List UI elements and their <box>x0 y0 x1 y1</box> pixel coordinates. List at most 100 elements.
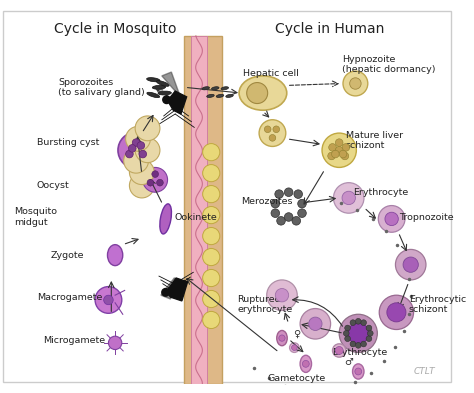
Circle shape <box>300 309 330 339</box>
Circle shape <box>342 143 350 151</box>
Circle shape <box>367 331 373 336</box>
Circle shape <box>284 213 293 221</box>
Circle shape <box>387 303 406 322</box>
Text: Merozoites: Merozoites <box>241 197 292 206</box>
Circle shape <box>156 179 163 186</box>
Circle shape <box>335 347 343 354</box>
Circle shape <box>343 331 349 336</box>
Circle shape <box>203 290 220 308</box>
Circle shape <box>203 143 220 161</box>
Circle shape <box>126 127 150 151</box>
Circle shape <box>264 126 271 132</box>
Ellipse shape <box>108 245 123 266</box>
Circle shape <box>339 314 377 353</box>
Ellipse shape <box>353 364 364 379</box>
Text: Mosquito
midgut: Mosquito midgut <box>14 207 57 227</box>
Circle shape <box>341 152 349 160</box>
Circle shape <box>342 191 356 205</box>
Ellipse shape <box>211 87 219 90</box>
Ellipse shape <box>290 343 299 353</box>
Circle shape <box>350 341 356 347</box>
Circle shape <box>378 206 405 232</box>
Circle shape <box>379 295 414 329</box>
Text: Zygote: Zygote <box>50 251 84 260</box>
Text: Tropnozoite: Tropnozoite <box>399 213 454 222</box>
Ellipse shape <box>158 90 171 96</box>
Circle shape <box>139 150 146 158</box>
Text: Gametocyte: Gametocyte <box>267 374 326 383</box>
Circle shape <box>271 199 280 208</box>
Polygon shape <box>162 72 179 93</box>
Ellipse shape <box>207 94 214 97</box>
Circle shape <box>104 295 113 305</box>
Circle shape <box>128 145 136 152</box>
Text: CTLT: CTLT <box>414 367 436 376</box>
Circle shape <box>298 209 306 217</box>
Polygon shape <box>166 278 188 301</box>
Circle shape <box>269 134 276 141</box>
Circle shape <box>361 341 366 347</box>
Ellipse shape <box>300 355 311 373</box>
Text: Macrogamete: Macrogamete <box>37 293 102 301</box>
Circle shape <box>147 179 154 186</box>
Text: Hepatic cell: Hepatic cell <box>243 70 299 79</box>
Circle shape <box>137 141 145 149</box>
Circle shape <box>135 138 160 163</box>
Circle shape <box>298 199 306 208</box>
Text: Ookinete: Ookinete <box>174 213 217 222</box>
Circle shape <box>294 190 302 198</box>
Text: Erythrocytic
schizont: Erythrocytic schizont <box>409 295 466 314</box>
Circle shape <box>129 173 154 198</box>
Bar <box>191 36 207 384</box>
Circle shape <box>152 171 158 177</box>
Polygon shape <box>168 91 187 114</box>
Circle shape <box>284 188 293 196</box>
Bar <box>184 36 222 384</box>
Text: Microgamete: Microgamete <box>43 336 105 345</box>
Circle shape <box>366 325 372 331</box>
Circle shape <box>348 323 369 344</box>
Text: Sporozoites
(to salivary gland): Sporozoites (to salivary gland) <box>58 78 145 97</box>
Circle shape <box>275 190 283 198</box>
Ellipse shape <box>202 87 210 90</box>
Text: Cycle in Human: Cycle in Human <box>275 22 384 37</box>
Circle shape <box>203 206 220 224</box>
Circle shape <box>366 336 372 342</box>
Ellipse shape <box>226 94 233 97</box>
Circle shape <box>361 320 366 325</box>
Circle shape <box>129 160 154 185</box>
Ellipse shape <box>239 76 287 110</box>
Circle shape <box>203 165 220 182</box>
Circle shape <box>385 212 398 226</box>
Circle shape <box>345 325 350 331</box>
Circle shape <box>126 150 133 158</box>
Ellipse shape <box>333 344 346 357</box>
Circle shape <box>322 133 356 167</box>
Circle shape <box>343 71 368 96</box>
Ellipse shape <box>146 78 160 82</box>
Circle shape <box>118 132 154 168</box>
Circle shape <box>132 139 140 147</box>
Circle shape <box>203 270 220 286</box>
Text: Erythrocyte: Erythrocyte <box>354 188 409 197</box>
Ellipse shape <box>160 204 172 234</box>
Circle shape <box>203 248 220 266</box>
Circle shape <box>292 217 301 225</box>
Text: Oocyst: Oocyst <box>37 181 70 190</box>
Circle shape <box>350 78 361 89</box>
Text: Cycle in Mosquito: Cycle in Mosquito <box>54 22 176 37</box>
Circle shape <box>203 311 220 329</box>
Circle shape <box>259 120 286 147</box>
Circle shape <box>271 209 280 217</box>
Text: Ruptured
erythrocyte: Ruptured erythrocyte <box>237 295 292 314</box>
Text: ♂: ♂ <box>344 357 353 367</box>
Circle shape <box>356 342 361 348</box>
Circle shape <box>246 83 268 103</box>
Circle shape <box>334 183 364 213</box>
Circle shape <box>309 317 322 331</box>
Circle shape <box>135 116 160 141</box>
Circle shape <box>356 318 361 324</box>
Circle shape <box>277 217 285 225</box>
Circle shape <box>355 368 362 375</box>
Circle shape <box>109 336 122 349</box>
